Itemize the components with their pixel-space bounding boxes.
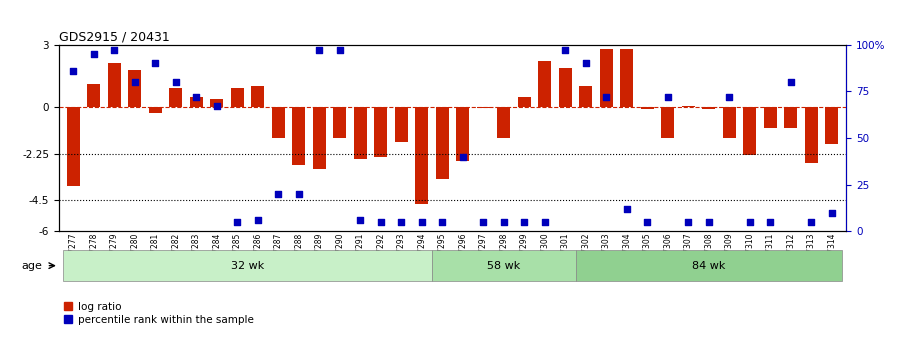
Bar [681, 106, 695, 107]
Bar [497, 107, 510, 138]
Point [824, 210, 839, 215]
Bar [641, 107, 654, 109]
Legend: log ratio, percentile rank within the sample: log ratio, percentile rank within the sa… [64, 302, 253, 325]
Point [640, 219, 654, 225]
Point [312, 48, 327, 53]
Point [374, 219, 388, 225]
Bar [538, 61, 551, 107]
Point [148, 61, 162, 66]
Point [291, 191, 306, 197]
Bar [576, 250, 842, 281]
Bar [620, 49, 634, 107]
Bar [354, 107, 367, 159]
Bar [805, 107, 818, 163]
Bar [333, 107, 347, 138]
Bar [251, 86, 264, 107]
Bar [415, 107, 428, 204]
Point [517, 219, 531, 225]
Point [66, 68, 81, 74]
Point [784, 79, 798, 85]
Bar [231, 88, 243, 107]
Point [476, 219, 491, 225]
Bar [128, 70, 141, 107]
Bar [148, 107, 162, 113]
Bar [784, 107, 797, 128]
Bar [210, 99, 224, 107]
Point [332, 48, 347, 53]
Bar [579, 86, 593, 107]
Point [681, 219, 696, 225]
Point [763, 219, 777, 225]
Point [578, 61, 593, 66]
Point [435, 219, 450, 225]
Bar [456, 107, 470, 161]
Point [251, 217, 265, 223]
Point [209, 104, 224, 109]
Point [168, 79, 183, 85]
Bar [477, 107, 490, 108]
Bar [108, 63, 121, 107]
Bar [66, 107, 80, 186]
Bar [432, 250, 576, 281]
Point [743, 219, 757, 225]
Bar [63, 250, 432, 281]
Point [804, 219, 818, 225]
Bar [169, 88, 183, 107]
Point [414, 219, 429, 225]
Point [722, 94, 737, 100]
Point [394, 219, 408, 225]
Bar [312, 107, 326, 169]
Text: age: age [22, 261, 43, 270]
Bar [600, 49, 613, 107]
Bar [87, 84, 100, 107]
Point [87, 51, 101, 57]
Bar [272, 107, 285, 138]
Text: 84 wk: 84 wk [692, 261, 726, 270]
Point [701, 219, 716, 225]
Point [558, 48, 573, 53]
Point [497, 219, 511, 225]
Point [599, 94, 614, 100]
Text: 58 wk: 58 wk [487, 261, 520, 270]
Text: 32 wk: 32 wk [231, 261, 264, 270]
Bar [743, 107, 757, 155]
Bar [189, 97, 203, 107]
Text: GDS2915 / 20431: GDS2915 / 20431 [59, 31, 169, 44]
Bar [764, 107, 777, 128]
Point [353, 217, 367, 223]
Bar [518, 97, 531, 107]
Bar [722, 107, 736, 138]
Bar [702, 107, 716, 109]
Bar [435, 107, 449, 179]
Bar [374, 107, 387, 157]
Point [189, 94, 204, 100]
Bar [825, 107, 839, 144]
Point [620, 206, 634, 211]
Point [271, 191, 285, 197]
Point [538, 219, 552, 225]
Bar [395, 107, 408, 142]
Point [455, 154, 470, 159]
Point [128, 79, 142, 85]
Bar [662, 107, 674, 138]
Bar [558, 68, 572, 107]
Bar [292, 107, 305, 165]
Point [661, 94, 675, 100]
Point [230, 219, 244, 225]
Point [107, 48, 121, 53]
